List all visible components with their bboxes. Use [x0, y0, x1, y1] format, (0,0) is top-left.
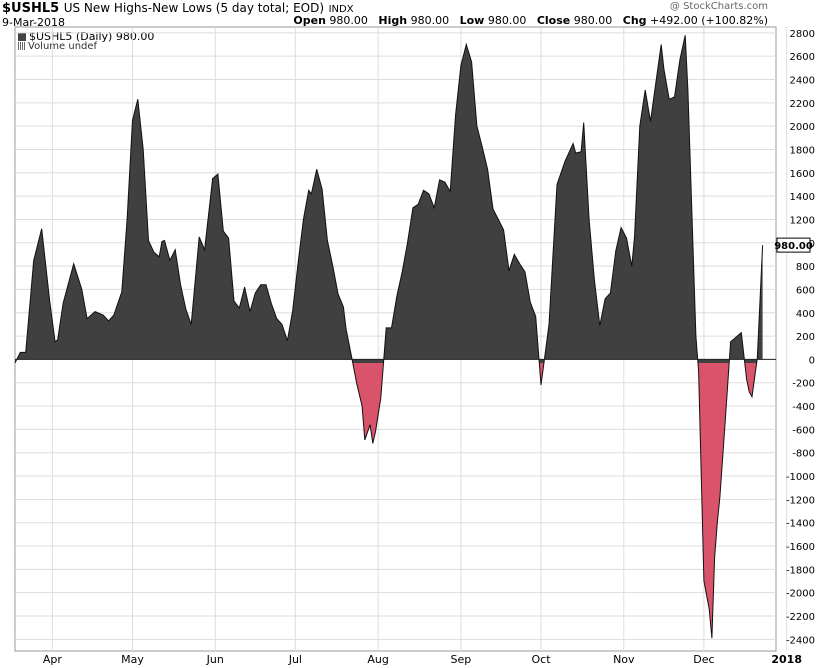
x-tick-label: Oct [532, 653, 552, 666]
close-value: 980.00 [573, 14, 613, 27]
x-tick-label: Sep [451, 653, 472, 666]
y-tick-label: 1200 [790, 215, 815, 226]
y-tick-label: 1400 [790, 192, 815, 203]
open-value: 980.00 [329, 14, 368, 27]
area-series-icon [18, 33, 26, 41]
y-tick-label: 2200 [790, 99, 815, 110]
y-tick-label: 800 [796, 262, 815, 273]
x-tick-label: Dec [693, 653, 714, 666]
last-value-box [776, 237, 811, 253]
y-tick-label: -1000 [786, 472, 815, 483]
x-axis-labels: AprMayJunJulAugSepOctNovDec2018FebMar [43, 653, 802, 666]
y-tick-label: -1400 [786, 519, 815, 530]
chart-description: US New Highs-New Lows (5 day total; EOD) [63, 1, 325, 15]
x-tick-label: Apr [43, 653, 63, 666]
high-label: High [378, 14, 408, 27]
x-tick-label: Nov [613, 653, 635, 666]
y-tick-label: -2400 [786, 635, 815, 646]
y-tick-label: -800 [792, 449, 815, 460]
y-tick-label: 2000 [790, 122, 815, 133]
series-line [14, 35, 764, 639]
y-tick-label: 2800 [790, 29, 815, 40]
ohlc-readout: Open 980.00 High 980.00 Low 980.00 Close… [293, 14, 768, 27]
chg-value: +492.00 (+100.82%) [650, 14, 768, 27]
open-label: Open [293, 14, 326, 27]
y-tick-label: -400 [792, 402, 815, 413]
credit-label: @ StockCharts.com [669, 1, 768, 12]
y-tick-label: -1600 [786, 542, 815, 553]
y-tick-label: 2600 [790, 52, 815, 63]
y-tick-label: 600 [796, 285, 815, 296]
volume-bars-icon [18, 42, 26, 50]
x-tick-label: Aug [367, 653, 388, 666]
y-tick-label: 1800 [790, 145, 815, 156]
symbol-label: $USHL5 [2, 1, 60, 16]
y-axis-labels: 2800260024002200200018001600140012001000… [786, 29, 815, 647]
y-tick-label: -200 [792, 379, 815, 390]
x-tick-label: Jun [206, 653, 224, 666]
low-value: 980.00 [487, 14, 527, 27]
y-tick-label: 2400 [790, 75, 815, 86]
legend-volume: Volume undef [18, 41, 97, 52]
x-tick-label: May [121, 653, 144, 666]
chg-label: Chg [622, 14, 647, 27]
area-positive [15, 35, 763, 363]
plot-frame [14, 26, 777, 652]
chart-header-title: $USHL5 US New Highs-New Lows (5 day tota… [2, 1, 354, 16]
y-tick-label: 200 [796, 332, 815, 343]
y-tick-label: -600 [792, 425, 815, 436]
y-tick-label: -2200 [786, 612, 815, 623]
y-tick-label: 0 [809, 355, 815, 366]
last-value-label: 980.00 [774, 241, 813, 252]
close-label: Close [536, 14, 571, 27]
y-tick-label: -2000 [786, 589, 815, 600]
high-value: 980.00 [410, 14, 450, 27]
y-tick-label: 1600 [790, 169, 815, 180]
y-tick-label: -1800 [786, 565, 815, 576]
grid-x [51, 27, 788, 651]
y-tick-label: 400 [796, 309, 815, 320]
low-label: Low [459, 14, 485, 27]
last-value-marker: 980.00 [774, 237, 813, 253]
y-tick-label: -1200 [786, 495, 815, 506]
x-tick-label: 2018 [771, 653, 802, 666]
area-negative [352, 363, 757, 639]
date-label: 9-Mar-2018 [2, 16, 65, 29]
legend-volume-label: Volume undef [28, 41, 98, 52]
x-tick-label: Jul [288, 653, 302, 666]
exchange-label: INDX [328, 4, 354, 15]
